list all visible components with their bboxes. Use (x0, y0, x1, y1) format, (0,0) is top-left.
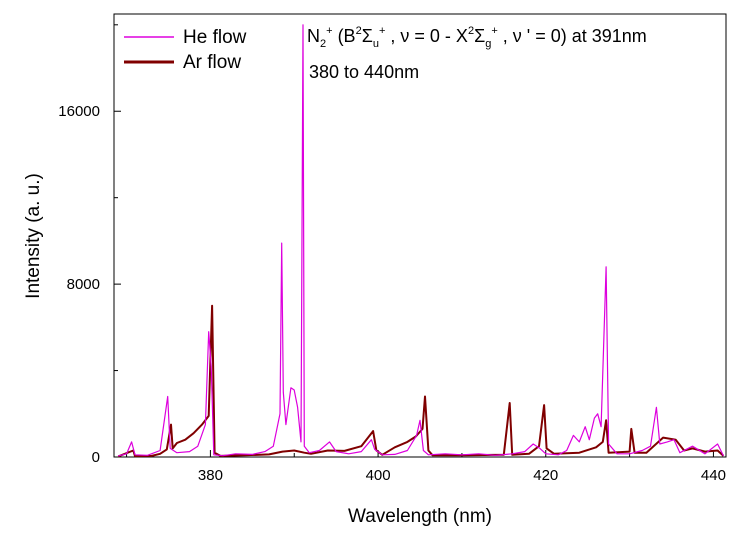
legend-label-he-flow: He flow (183, 27, 247, 48)
y-tick-label: 16000 (58, 103, 100, 120)
annotation-range: 380 to 440nm (309, 62, 419, 82)
x-tick-label: 400 (366, 467, 391, 484)
series-group (117, 24, 725, 458)
legend-label-ar-flow: Ar flow (183, 52, 241, 73)
y-tick-label: 0 (92, 449, 100, 466)
series-ar-flow (117, 304, 725, 458)
y-axis-title: Intensity (a. u.) (23, 173, 44, 299)
annotation-transition: N2+ (B2Σu+ , ν = 0 - X2Σg+ , ν ' = 0) at… (307, 25, 647, 50)
legend: He flow Ar flow (124, 27, 247, 73)
ticks-group: 380 400 420 440 0 8000 16000 (58, 24, 726, 484)
x-tick-label: 420 (533, 467, 558, 484)
plot-frame (113, 13, 727, 458)
x-tick-label: 380 (198, 467, 223, 484)
series-he-flow (118, 24, 725, 457)
x-tick-label: 440 (701, 467, 726, 484)
y-tick-label: 8000 (67, 276, 100, 293)
x-axis-title: Wavelength (nm) (348, 506, 492, 527)
